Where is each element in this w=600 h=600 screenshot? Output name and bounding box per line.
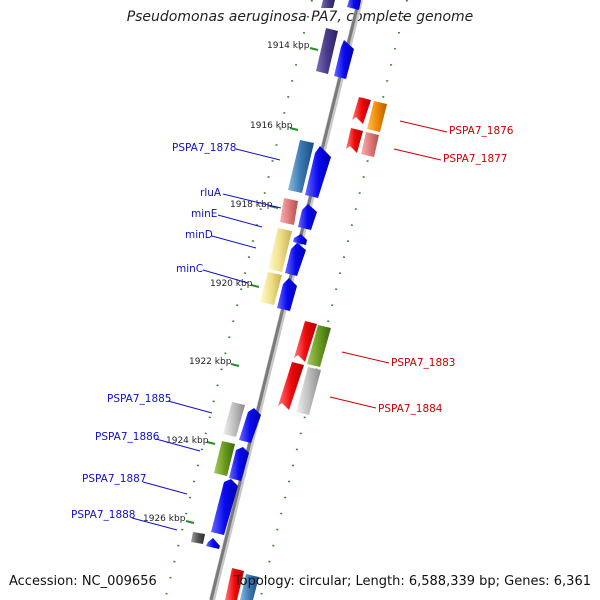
tick-label-1922: 1922 kbp [189,357,232,367]
gene-arrow [239,408,261,443]
gene-label-PSPA7_1877: PSPA7_1877 [443,153,508,165]
tick-label-1916: 1916 kbp [250,121,293,131]
gene-arrow [277,278,297,311]
tick-1920: 1920 kbp [210,279,260,289]
gene-label-PSPA7_1886: PSPA7_1886 [95,431,160,443]
gene-box [307,325,331,367]
tick-label-1924: 1924 kbp [166,436,209,446]
right-gene-labels: PSPA7_1876 PSPA7_1877 PSPA7_1883 PSPA7_1… [329,120,514,415]
tick-label-1926: 1926 kbp [143,514,186,524]
gene-arrow [334,40,354,79]
left-gene-labels: PSPA7_1878 rluA minE minD minC PSPA7_188… [71,142,282,531]
gene-arrow [211,479,238,535]
gene-box [361,132,379,157]
gene-arrow [229,447,249,481]
gene-label-PSPA7_1885: PSPA7_1885 [107,393,172,405]
gene-label-minE: minE [191,208,217,220]
gene-arrow [206,538,220,549]
tick-1918: 1918 kbp [230,200,279,210]
gene-arrow [293,234,307,245]
gene-label-PSPA7_1883: PSPA7_1883 [391,357,456,369]
gene-box [191,532,205,544]
gene-label-minC: minC [176,263,203,275]
accession-text: Accession: NC_009656 [9,574,157,589]
gene-arrow [294,321,317,362]
gene-box [260,272,282,305]
tick-1922: 1922 kbp [189,357,240,367]
gene-label-PSPA7_1887: PSPA7_1887 [82,473,147,485]
gene-box [223,402,245,437]
gene-arrow [278,362,304,410]
cog-track-left [191,0,338,544]
gene-box [288,140,314,193]
gene-box [280,198,298,225]
reverse-gene-arrows [225,97,371,600]
tick-1916: 1916 kbp [250,121,299,131]
gene-arrow [347,0,361,10]
tick-label-1920: 1920 kbp [210,279,253,289]
gene-arrow [285,243,306,276]
gene-arrow [225,568,244,600]
gene-arrow [352,97,371,124]
gene-box [316,28,338,74]
kbp-ticks: 1914 kbp 1916 kbp 1918 kbp 1920 kbp 1922… [143,41,319,524]
tick-label-1918: 1918 kbp [230,200,273,210]
gene-label-PSPA7_1888: PSPA7_1888 [71,509,136,521]
gene-label-PSPA7_1878: PSPA7_1878 [172,142,237,154]
gene-label-PSPA7_1876: PSPA7_1876 [449,125,514,137]
tick-1924: 1924 kbp [166,436,216,446]
tick-label-1914: 1914 kbp [267,41,310,51]
tick-1926: 1926 kbp [143,514,195,524]
gene-arrow [298,204,317,230]
tick-1914: 1914 kbp [267,41,319,51]
map-title: Pseudomonas aeruginosa PA7, complete gen… [126,9,474,25]
forward-gene-arrows [206,0,361,549]
gene-label-minD: minD [185,229,213,241]
gene-box [296,367,321,415]
gene-box [268,228,292,272]
gene-box [367,101,387,132]
topology-text: Topology: circular; Length: 6,588,339 bp… [233,574,591,589]
gene-arrow [346,128,363,153]
gene-box [214,441,235,476]
gene-label-rluA: rluA [200,187,222,199]
gene-arrow [305,146,331,198]
cog-track-right [240,101,387,600]
gene-box [240,574,259,600]
gene-label-PSPA7_1884: PSPA7_1884 [378,403,443,415]
gene-box [321,0,335,8]
